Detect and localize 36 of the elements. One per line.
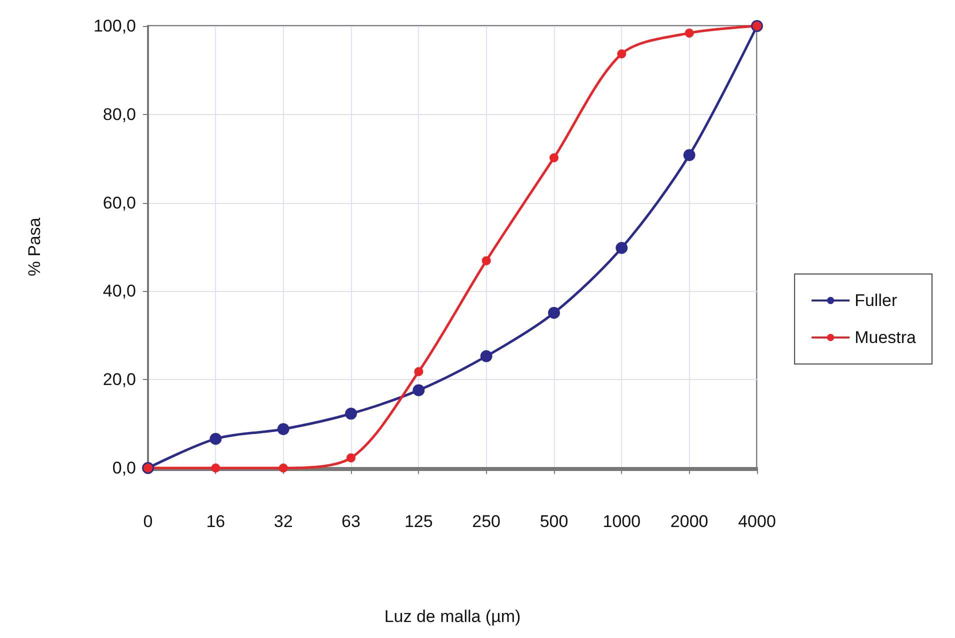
point: [278, 464, 288, 472]
y-tick-label: 60,0: [102, 193, 136, 212]
x-tick-label: 32: [274, 512, 293, 531]
point: [548, 306, 560, 319]
x-tick-label: 125: [404, 512, 433, 531]
x-axis-title: Luz de malla (µm): [384, 607, 521, 626]
x-tick-label: 0: [143, 512, 153, 531]
x-tick-label: 500: [540, 512, 568, 531]
point: [684, 28, 694, 38]
point: [616, 242, 628, 254]
x-tick-label: 2000: [670, 512, 708, 531]
point: [412, 384, 425, 396]
point: [211, 464, 220, 472]
x-tick-label: 4000: [738, 512, 776, 531]
x-tick-label: 250: [472, 512, 501, 531]
y-tick-label: 40,0: [102, 282, 136, 301]
y-tick-label: 20,0: [102, 370, 136, 390]
legend-label: Fuller: [854, 291, 898, 310]
point: [210, 432, 222, 445]
x-tick-label: 16: [206, 512, 226, 531]
point: [345, 408, 357, 420]
y-tick-label: 80,0: [102, 104, 136, 124]
x-tick-label: 1000: [602, 512, 641, 531]
point: [617, 49, 626, 58]
y-axis-title: % Pasa: [25, 217, 44, 276]
point: [277, 423, 290, 436]
x-tick-label: 63: [342, 512, 360, 531]
point: [683, 149, 696, 162]
point: [346, 453, 356, 462]
point: [550, 153, 558, 162]
y-tick-label: 100,0: [93, 16, 136, 36]
point: [482, 256, 491, 266]
point: [480, 350, 492, 362]
y-tick-label: 0,0: [112, 458, 136, 478]
point: [414, 367, 424, 376]
legend-label: Muestra: [854, 328, 917, 347]
